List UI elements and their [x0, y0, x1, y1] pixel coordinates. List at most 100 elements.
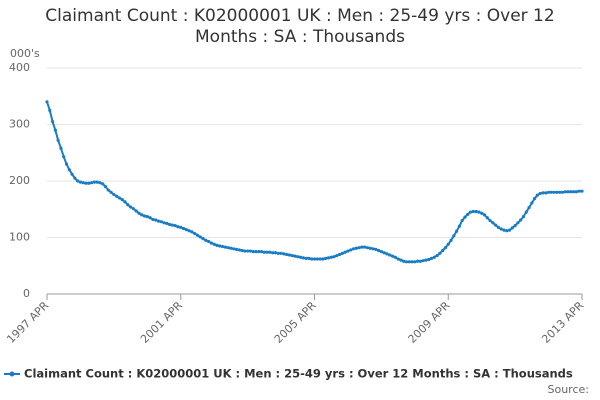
point: [254, 250, 258, 254]
point: [276, 251, 280, 255]
point: [170, 223, 174, 227]
point: [477, 210, 481, 214]
point: [343, 250, 347, 254]
chart-title: Claimant Count : K02000001 UK : Men : 25…: [45, 6, 555, 47]
point: [64, 162, 69, 166]
point: [145, 214, 149, 219]
point: [507, 228, 512, 232]
point: [577, 189, 581, 193]
point: [463, 215, 467, 219]
point: [184, 227, 188, 232]
point: [516, 221, 520, 225]
point: [546, 190, 551, 194]
point: [279, 251, 283, 255]
point: [207, 239, 211, 244]
point: [527, 205, 531, 210]
point: [117, 196, 122, 200]
point: [421, 259, 425, 263]
point: [262, 250, 266, 254]
point: [521, 214, 526, 219]
point: [67, 168, 71, 172]
point: [485, 216, 489, 220]
point: [502, 228, 506, 232]
point: [418, 259, 422, 263]
point: [70, 172, 74, 176]
point: [248, 249, 253, 253]
point: [229, 246, 233, 250]
y-tick-label: 400: [9, 61, 30, 74]
point: [335, 253, 339, 258]
point: [415, 259, 420, 263]
point: [435, 253, 439, 258]
point: [304, 256, 308, 261]
point: [457, 224, 461, 228]
point: [429, 256, 434, 261]
point: [148, 216, 152, 220]
point: [541, 191, 545, 195]
point: [298, 255, 303, 259]
point: [137, 211, 141, 215]
point: [324, 256, 328, 261]
point: [181, 226, 186, 231]
x-tick-label: 2009 APR: [406, 299, 453, 346]
y-tick-label: 300: [9, 118, 30, 131]
legend-marker: [9, 371, 15, 377]
point: [530, 201, 534, 205]
point: [126, 203, 130, 207]
point: [363, 245, 367, 249]
x-tick-label: 2005 APR: [272, 299, 319, 346]
point: [259, 250, 264, 254]
point: [87, 181, 91, 185]
point: [399, 258, 403, 262]
point: [162, 221, 166, 225]
point: [73, 176, 77, 180]
point: [53, 128, 57, 132]
point: [535, 193, 540, 197]
point: [544, 191, 548, 195]
point: [234, 247, 239, 251]
point: [131, 207, 135, 211]
x-tick-label: 1997 APR: [4, 299, 51, 346]
y-tick-label: 0: [23, 287, 30, 300]
point: [106, 188, 110, 192]
point: [376, 248, 381, 253]
point: [287, 253, 292, 257]
point: [427, 257, 431, 262]
y-tick-label: 200: [9, 174, 30, 187]
point: [560, 190, 565, 194]
point: [84, 181, 88, 185]
point: [173, 224, 177, 228]
point: [195, 233, 200, 237]
point: [220, 244, 225, 249]
point: [569, 190, 573, 194]
point: [165, 221, 169, 225]
point: [101, 182, 105, 186]
point: [452, 234, 456, 238]
point: [466, 212, 470, 216]
point: [555, 190, 559, 194]
point: [226, 246, 230, 250]
point: [78, 180, 83, 184]
point: [379, 250, 383, 254]
point: [112, 192, 116, 197]
point: [240, 248, 244, 253]
point: [310, 257, 314, 261]
point: [513, 224, 517, 228]
point: [190, 230, 194, 234]
point: [271, 251, 275, 255]
point: [215, 243, 219, 248]
point: [59, 146, 63, 150]
point: [201, 237, 205, 241]
point: [332, 255, 336, 259]
point: [268, 250, 272, 254]
point: [48, 108, 52, 112]
point: [393, 255, 397, 259]
point: [176, 225, 180, 229]
point: [168, 222, 172, 227]
point: [340, 251, 344, 255]
point: [312, 257, 317, 261]
point: [109, 190, 113, 194]
point: [349, 248, 353, 252]
point: [533, 196, 537, 201]
